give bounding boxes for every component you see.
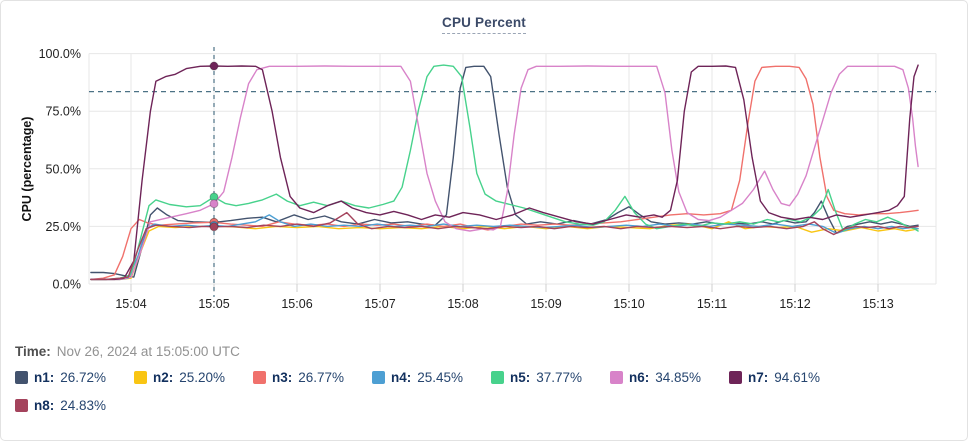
x-tick-label: 15:08 bbox=[447, 297, 478, 311]
legend-item-n1[interactable]: n1: 26.72% bbox=[15, 370, 134, 385]
legend-item-n6[interactable]: n6: 34.85% bbox=[610, 370, 729, 385]
series-line-n1[interactable] bbox=[90, 65, 919, 278]
legend-item-n2[interactable]: n2: 25.20% bbox=[134, 370, 253, 385]
x-tick-label: 15:10 bbox=[613, 297, 644, 311]
legend-series-value: 24.83% bbox=[60, 398, 107, 413]
x-tick-label: 15:04 bbox=[115, 297, 146, 311]
legend-series-value: 26.77% bbox=[298, 370, 345, 385]
legend-series-value: 34.85% bbox=[655, 370, 702, 385]
legend-item-n3[interactable]: n3: 26.77% bbox=[253, 370, 372, 385]
legend-swatch-n5 bbox=[491, 371, 504, 384]
legend-series-name: n2: bbox=[153, 370, 174, 385]
time-value: Nov 26, 2024 at 15:05:00 UTC bbox=[56, 344, 240, 359]
legend-series-value: 94.61% bbox=[774, 370, 821, 385]
legend-swatch-n8 bbox=[15, 399, 28, 412]
time-label: Time: bbox=[15, 344, 51, 359]
y-tick-label: 50.0% bbox=[46, 162, 81, 176]
y-tick-label: 100.0% bbox=[39, 47, 81, 61]
legend-series-name: n5: bbox=[510, 370, 531, 385]
cpu-chart-svg[interactable]: 0.0% 25.0% 50.0% 75.0% 100.0% 15:04 15:05 15:06… bbox=[1, 1, 968, 326]
legend-swatch-n1 bbox=[15, 371, 28, 384]
legend-series-value: 37.77% bbox=[536, 370, 583, 385]
y-tick-label: 75.0% bbox=[46, 105, 81, 119]
y-tick-label: 0.0% bbox=[53, 278, 82, 292]
x-tick-label: 15:12 bbox=[779, 297, 810, 311]
legend-series-value: 26.72% bbox=[60, 370, 107, 385]
legend-series-name: n1: bbox=[34, 370, 55, 385]
crosshair-marker-n8 bbox=[209, 222, 219, 232]
series-line-n8[interactable] bbox=[90, 211, 919, 281]
legend-swatch-n6 bbox=[610, 371, 623, 384]
legend-swatch-n2 bbox=[134, 371, 147, 384]
legend-item-n8[interactable]: n8: 24.83% bbox=[15, 398, 134, 413]
legend-series-value: 25.45% bbox=[417, 370, 464, 385]
legend-series-name: n7: bbox=[748, 370, 769, 385]
legend-series-name: n8: bbox=[34, 398, 55, 413]
time-row: Time: Nov 26, 2024 at 15:05:00 UTC bbox=[15, 344, 240, 359]
legend-item-n7[interactable]: n7: 94.61% bbox=[729, 370, 848, 385]
x-tick-label: 15:06 bbox=[281, 297, 312, 311]
legend-series-name: n3: bbox=[272, 370, 293, 385]
legend-series-name: n4: bbox=[391, 370, 412, 385]
chart-legend: n1: 26.72% n2: 25.20% n3: 26.77% n4: 25.45% n5: 3… bbox=[15, 370, 959, 413]
x-tick-label: 15:11 bbox=[697, 297, 727, 311]
x-tick-label: 15:05 bbox=[198, 297, 229, 311]
x-tick-label: 15:09 bbox=[530, 297, 561, 311]
series-line-n6[interactable] bbox=[90, 65, 919, 281]
legend-series-value: 25.20% bbox=[179, 370, 226, 385]
legend-swatch-n3 bbox=[253, 371, 266, 384]
crosshair-marker-n6 bbox=[209, 199, 219, 209]
chart-title-row: CPU Percent bbox=[1, 14, 967, 34]
y-tick-label: 25.0% bbox=[46, 220, 81, 234]
legend-item-n5[interactable]: n5: 37.77% bbox=[491, 370, 610, 385]
chart-title[interactable]: CPU Percent bbox=[442, 15, 526, 34]
y-axis-title: CPU (percentage) bbox=[20, 117, 34, 222]
legend-series-name: n6: bbox=[629, 370, 650, 385]
crosshair-marker-n7 bbox=[209, 61, 219, 71]
x-tick-label: 15:13 bbox=[862, 297, 893, 311]
legend-swatch-n4 bbox=[372, 371, 385, 384]
x-tick-label: 15:07 bbox=[364, 297, 395, 311]
legend-item-n4[interactable]: n4: 25.45% bbox=[372, 370, 491, 385]
legend-swatch-n7 bbox=[729, 371, 742, 384]
